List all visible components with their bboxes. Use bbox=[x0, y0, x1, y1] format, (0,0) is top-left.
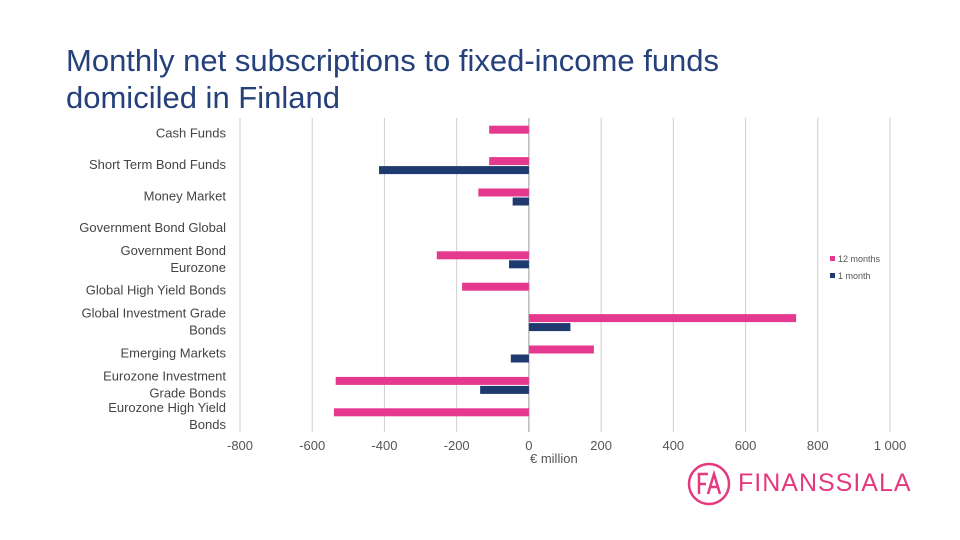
logo-text: FINANSSIALA bbox=[738, 469, 912, 497]
category-label: Eurozone High Yield Bonds bbox=[108, 400, 226, 432]
category-label: Cash Funds bbox=[156, 126, 227, 141]
x-tick-label: 1 000 bbox=[874, 438, 907, 453]
bar-12-months bbox=[489, 157, 529, 166]
legend-label: 12 months bbox=[838, 254, 881, 264]
bar-12-months bbox=[528, 345, 594, 354]
legend: 12 months 1 month bbox=[830, 254, 881, 281]
x-tick-label: -200 bbox=[444, 438, 470, 453]
x-axis-label: € million bbox=[530, 451, 578, 466]
category-labels: Cash Funds Short Term Bond Funds Money Mar… bbox=[79, 126, 226, 432]
bar-12-months bbox=[335, 376, 529, 385]
legend-swatch bbox=[830, 256, 835, 261]
bar-12-months bbox=[436, 251, 529, 260]
bar-1-month bbox=[512, 197, 529, 206]
category-label: Government Bond Global bbox=[79, 220, 226, 235]
legend-swatch bbox=[830, 273, 835, 278]
x-tick-label: 0 bbox=[525, 438, 532, 453]
category-label: Eurozone Investment Grade Bonds bbox=[103, 368, 226, 400]
bar-1-month bbox=[480, 385, 529, 394]
x-tick-label: 600 bbox=[735, 438, 757, 453]
legend-label: 1 month bbox=[838, 271, 871, 281]
x-tick-label: 800 bbox=[807, 438, 829, 453]
category-label: Global Investment Grade Bonds bbox=[81, 306, 226, 338]
category-label: Money Market bbox=[144, 189, 227, 204]
bar-1-month bbox=[528, 323, 571, 332]
category-label: Short Term Bond Funds bbox=[89, 157, 227, 172]
bar-12-months bbox=[478, 188, 529, 197]
bar-12-months bbox=[333, 408, 529, 417]
category-label: Emerging Markets bbox=[121, 346, 227, 361]
bar-12-months bbox=[528, 314, 797, 323]
fa-logo-icon bbox=[687, 462, 731, 506]
x-tick-label: -800 bbox=[227, 438, 253, 453]
bar-12-months bbox=[489, 125, 529, 134]
bars bbox=[333, 125, 797, 417]
x-tick-label: 400 bbox=[662, 438, 684, 453]
bar-1-month bbox=[509, 260, 529, 269]
chart-title: Monthly net subscriptions to fixed-incom… bbox=[66, 43, 720, 115]
bar-1-month bbox=[379, 166, 529, 175]
x-tick-label: -600 bbox=[299, 438, 325, 453]
category-label: Government Bond Eurozone bbox=[120, 243, 226, 275]
bar-12-months bbox=[462, 282, 529, 291]
x-tick-label: 200 bbox=[590, 438, 612, 453]
x-tick-labels: -800 -600 -400 -200 0 200 400 600 800 1 000 bbox=[227, 438, 906, 453]
x-tick-label: -400 bbox=[371, 438, 397, 453]
finanssiala-logo: FINANSSIALA bbox=[686, 460, 926, 508]
category-label: Global High Yield Bonds bbox=[86, 283, 227, 298]
bar-1-month bbox=[510, 354, 529, 363]
